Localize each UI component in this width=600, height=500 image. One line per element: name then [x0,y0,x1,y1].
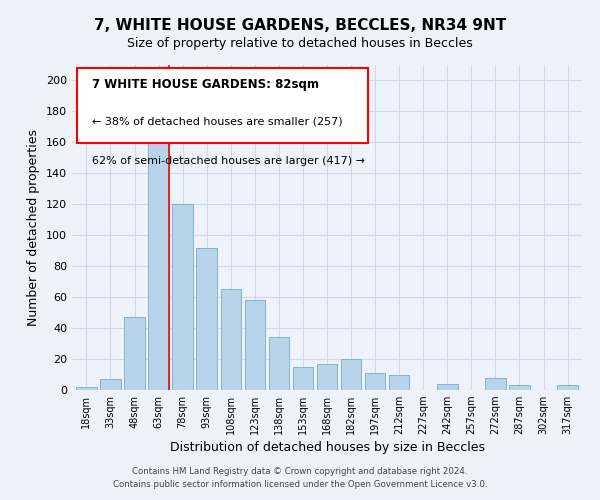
Bar [389,374,409,390]
Bar [293,367,313,390]
Text: 62% of semi-detached houses are larger (417) →: 62% of semi-detached houses are larger (… [92,156,365,166]
Bar [317,364,337,390]
Bar [100,379,121,390]
Bar [485,378,506,390]
Bar [196,248,217,390]
Bar [365,373,385,390]
Bar [148,134,169,390]
Bar [437,384,458,390]
Bar [124,318,145,390]
Text: 7 WHITE HOUSE GARDENS: 82sqm: 7 WHITE HOUSE GARDENS: 82sqm [92,78,319,91]
Bar [76,387,97,390]
Text: 7, WHITE HOUSE GARDENS, BECCLES, NR34 9NT: 7, WHITE HOUSE GARDENS, BECCLES, NR34 9N… [94,18,506,32]
Text: Size of property relative to detached houses in Beccles: Size of property relative to detached ho… [127,38,473,51]
Text: Contains HM Land Registry data © Crown copyright and database right 2024.: Contains HM Land Registry data © Crown c… [132,467,468,476]
Bar [341,359,361,390]
Bar [509,386,530,390]
FancyBboxPatch shape [77,68,368,143]
Bar [221,290,241,390]
X-axis label: Distribution of detached houses by size in Beccles: Distribution of detached houses by size … [170,442,485,454]
Text: Contains public sector information licensed under the Open Government Licence v3: Contains public sector information licen… [113,480,487,489]
Bar [269,338,289,390]
Y-axis label: Number of detached properties: Number of detached properties [28,129,40,326]
Bar [557,386,578,390]
Bar [245,300,265,390]
Text: ← 38% of detached houses are smaller (257): ← 38% of detached houses are smaller (25… [92,117,343,127]
Bar [172,204,193,390]
